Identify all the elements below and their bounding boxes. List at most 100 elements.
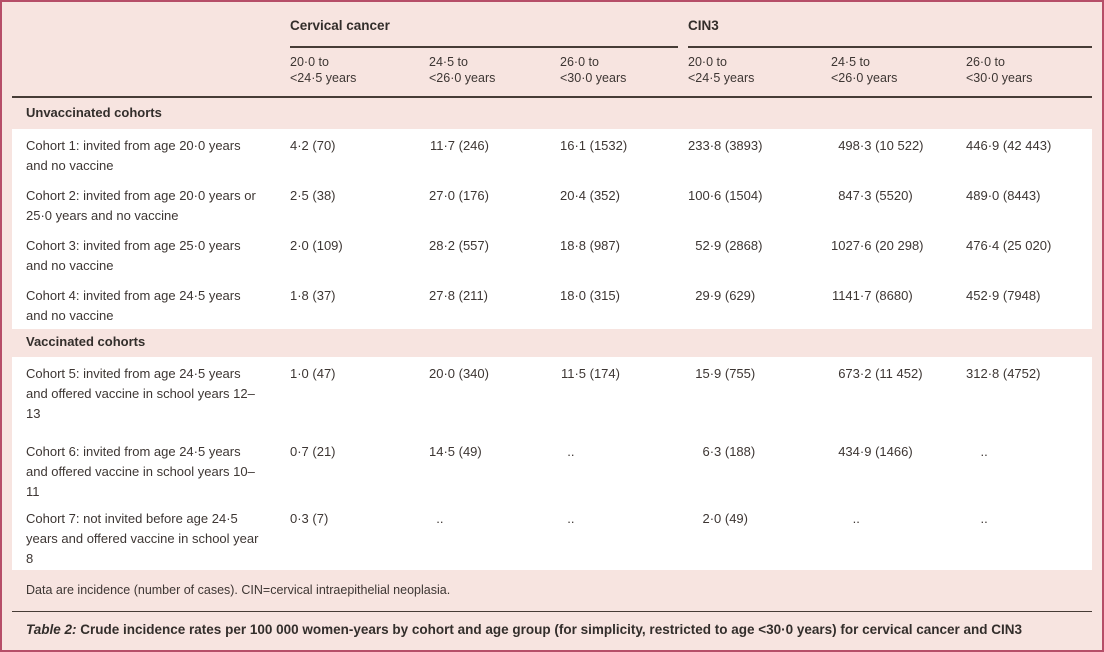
value-cell: 1027·6 (20 298) (831, 229, 966, 279)
value-cell: 20·0 (340) (429, 357, 560, 435)
value-cell: 2·0 (49) (688, 502, 831, 570)
value-int-part: 2 (290, 238, 298, 253)
value-fraction-part: ·0 (176) (443, 188, 489, 203)
age-header-row: 20·0 to <24·5 years 24·5 to <26·0 years … (12, 48, 1092, 98)
value-fraction-part: ·6 (1504) (709, 188, 763, 203)
table-row: Cohort 7: not invited before age 24·5 ye… (12, 502, 1092, 570)
value-int-part: 0 (290, 511, 298, 526)
value-fraction-part: ·7 (21) (297, 444, 336, 459)
value-cell: 2·0 (109) (290, 229, 429, 279)
section-header-vaccinated: Vaccinated cohorts (26, 334, 146, 349)
value-int-part: 0 (290, 444, 298, 459)
value-fraction-part: ·9 (755) (709, 366, 756, 381)
value-cell: 15·9 (755) (688, 357, 831, 435)
value-int-part: 18 (560, 238, 575, 253)
value-cell: 20·4 (352) (560, 179, 688, 229)
value-cell: 847·3 (5520) (831, 179, 966, 229)
age-col-header: 24·5 to <26·0 years (429, 55, 496, 85)
value-cell: 0·3 (7) (290, 502, 429, 570)
value-int-part: 16 (560, 138, 575, 153)
age-col-header: 26·0 to <30·0 years (560, 55, 627, 85)
age-col-header: 20·0 to <24·5 years (688, 55, 755, 85)
value-fraction-part: ·9 (2868) (709, 238, 763, 253)
value-int-part: 1027 (831, 238, 860, 253)
value-fraction-part: ·8 (37) (297, 288, 336, 303)
row-label: Cohort 5: invited from age 24·5 years an… (26, 366, 255, 421)
group-header-spacer (12, 10, 290, 48)
row-label: Cohort 4: invited from age 24·5 years an… (26, 288, 241, 323)
value-cell: .. (831, 502, 966, 570)
value-fraction-part: ·4 (25 020) (987, 238, 1052, 253)
age-col-header: 20·0 to <24·5 years (290, 55, 357, 85)
value-cell: 18·8 (987) (560, 229, 688, 279)
value-cell: 1·8 (37) (290, 279, 429, 329)
value-fraction-part: ·3 (7) (297, 511, 329, 526)
value-fraction-part: ·8 (4752) (987, 366, 1041, 381)
value-int-part: 14 (429, 444, 444, 459)
value-int-part: 52 (695, 238, 710, 253)
value-fraction-part: ·9 (7948) (987, 288, 1041, 303)
value-cell: 100·6 (1504) (688, 179, 831, 229)
value-fraction-part: ·5 (38) (297, 188, 336, 203)
value-cell: .. (429, 502, 560, 570)
value-cell: 29·9 (629) (688, 279, 831, 329)
value-fraction-part: ·9 (42 443) (987, 138, 1052, 153)
value-int-part: 847 (838, 188, 860, 203)
value-int-part: 4 (290, 138, 298, 153)
row-label: Cohort 1: invited from age 20·0 years an… (26, 138, 241, 173)
value-fraction-part: ·8 (987) (574, 238, 620, 253)
value-fraction-part: ·9 (629) (709, 288, 756, 303)
value-cell: 489·0 (8443) (966, 179, 1092, 229)
value-int-part: .. (980, 511, 988, 526)
value-int-part: 476 (966, 238, 988, 253)
value-cell: 1·0 (47) (290, 357, 429, 435)
table-row: Cohort 2: invited from age 20·0 years or… (12, 179, 1092, 229)
section-header-unvaccinated: Unvaccinated cohorts (26, 105, 162, 120)
value-fraction-part: ·8 (3893) (709, 138, 763, 153)
value-fraction-part: ·0 (49) (709, 511, 748, 526)
value-cell: 18·0 (315) (560, 279, 688, 329)
value-fraction-part: ·1 (1532) (574, 138, 628, 153)
value-int-part: 20 (560, 188, 575, 203)
value-fraction-part: ·3 (10 522) (859, 138, 924, 153)
value-int-part: 446 (966, 138, 988, 153)
row-label: Cohort 7: not invited before age 24·5 ye… (26, 511, 259, 566)
value-int-part: 233 (688, 138, 710, 153)
value-cell: 1141·7 (8680) (831, 279, 966, 329)
value-int-part: 1 (290, 288, 298, 303)
value-cell: 0·7 (21) (290, 435, 429, 502)
value-fraction-part: ·5 (174) (574, 366, 620, 381)
value-fraction-part: ·6 (20 298) (859, 238, 924, 253)
value-cell: 446·9 (42 443) (966, 129, 1092, 179)
value-int-part: 1141 (831, 288, 860, 303)
value-fraction-part: ·0 (340) (443, 366, 489, 381)
value-cell: .. (966, 435, 1092, 502)
value-fraction-part: ·2 (70) (297, 138, 336, 153)
row-label: Cohort 3: invited from age 25·0 years an… (26, 238, 241, 273)
value-int-part: 27 (429, 288, 444, 303)
value-fraction-part: ·0 (315) (574, 288, 620, 303)
value-int-part: 498 (838, 138, 860, 153)
value-cell: 476·4 (25 020) (966, 229, 1092, 279)
value-cell: 4·2 (70) (290, 129, 429, 179)
value-cell: 673·2 (11 452) (831, 357, 966, 435)
row-label: Cohort 2: invited from age 20·0 years or… (26, 188, 256, 223)
value-cell: 14·5 (49) (429, 435, 560, 502)
value-int-part: 1 (290, 366, 298, 381)
age-col-header: 24·5 to <26·0 years (831, 55, 898, 85)
value-int-part: .. (567, 511, 575, 526)
value-cell: .. (560, 502, 688, 570)
value-int-part: 452 (966, 288, 988, 303)
value-int-part: 11 (560, 366, 575, 381)
value-int-part: 20 (429, 366, 444, 381)
value-int-part: 6 (702, 444, 710, 459)
value-cell: 27·0 (176) (429, 179, 560, 229)
value-int-part: 29 (695, 288, 710, 303)
value-int-part: 15 (695, 366, 710, 381)
table-row: Cohort 3: invited from age 25·0 years an… (12, 229, 1092, 279)
value-cell: 434·9 (1466) (831, 435, 966, 502)
value-fraction-part: ·8 (211) (443, 288, 489, 303)
value-int-part: 11 (429, 138, 444, 153)
